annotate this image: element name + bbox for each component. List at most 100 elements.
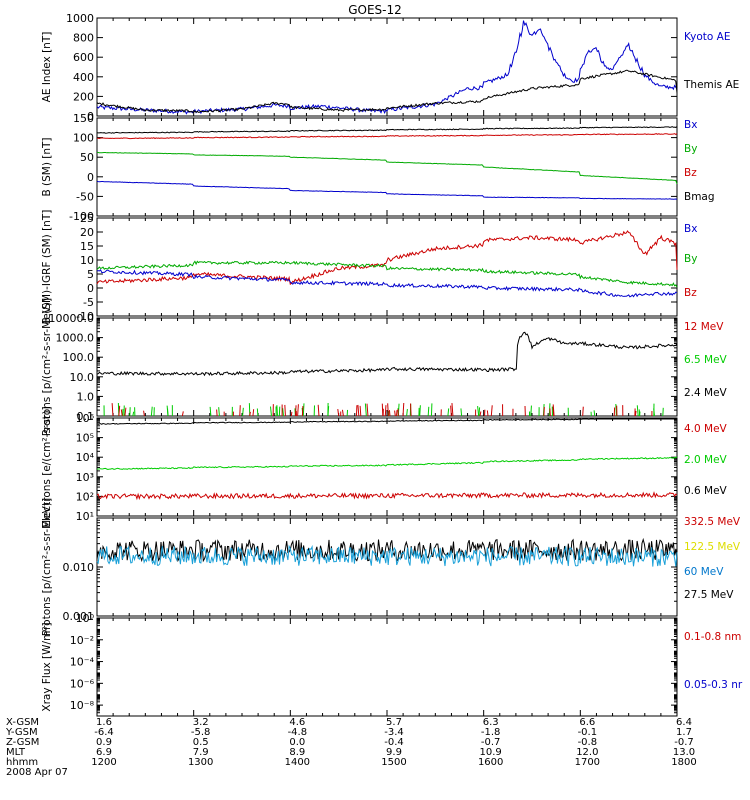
data-line bbox=[96, 491, 678, 501]
legend-entry: By bbox=[684, 253, 697, 265]
y-tick-label: 1000.0 bbox=[56, 332, 95, 345]
series-2.4-mev bbox=[96, 331, 678, 377]
data-mark bbox=[636, 405, 639, 417]
footer-row-label: Y-GSM bbox=[5, 727, 38, 738]
footer-row-label: MLT bbox=[6, 747, 26, 758]
data-mark bbox=[181, 411, 184, 417]
y-axis-label: B (SM)-IGRF (SM) [nT] bbox=[41, 210, 53, 325]
y-tick-label: 800 bbox=[73, 32, 94, 45]
panel-1: 0 200 400 600 800 1000 AE Index [nT] Kyoto AE Th… bbox=[41, 12, 739, 123]
series-bz bbox=[96, 230, 678, 286]
data-mark bbox=[552, 406, 555, 417]
y-tick-label: -100 bbox=[69, 210, 94, 223]
panel-frame bbox=[96, 217, 678, 317]
data-mark bbox=[615, 403, 617, 417]
data-mark bbox=[451, 403, 454, 417]
series-12-mev bbox=[111, 402, 653, 417]
legend-entry: 332.5 MeV bbox=[684, 516, 741, 528]
footer-value: 1300 bbox=[188, 757, 213, 768]
panel-frame bbox=[96, 617, 678, 717]
data-mark bbox=[450, 405, 452, 417]
data-mark bbox=[341, 409, 344, 417]
data-mark bbox=[143, 410, 145, 417]
y-tick-label: 10¹ bbox=[76, 510, 94, 523]
footer-value: 1.7 bbox=[676, 727, 692, 738]
data-line bbox=[96, 418, 677, 425]
y-tick-label: 10⁵ bbox=[76, 432, 94, 445]
data-mark bbox=[249, 411, 251, 417]
panel-frame bbox=[96, 317, 678, 417]
legend-entry: Bx bbox=[684, 119, 697, 131]
y-tick-label: 10⁶ bbox=[76, 412, 95, 425]
data-mark bbox=[582, 406, 584, 417]
data-mark bbox=[209, 406, 212, 417]
data-mark bbox=[357, 404, 360, 417]
footer-value: 5.7 bbox=[386, 717, 402, 728]
footer-value: 1200 bbox=[91, 757, 116, 768]
legend-entry: 0.05-0.3 nr bbox=[684, 679, 743, 691]
legend-entry: 60 MeV bbox=[684, 566, 724, 578]
y-tick-label: 150 bbox=[73, 112, 94, 125]
series-bz bbox=[97, 133, 678, 140]
footer-value: 9.9 bbox=[386, 747, 402, 758]
data-mark bbox=[634, 410, 637, 417]
data-mark bbox=[242, 407, 244, 417]
legend-entry: Kyoto AE bbox=[684, 31, 730, 43]
footer-value: 1400 bbox=[285, 757, 310, 768]
y-tick-label: 1000 bbox=[66, 12, 94, 25]
y-tick-label: 10000.0 bbox=[49, 312, 95, 325]
data-mark bbox=[132, 411, 135, 417]
figure-title: GOES-12 bbox=[348, 3, 402, 17]
data-mark bbox=[118, 405, 121, 417]
series-by bbox=[96, 260, 678, 288]
footer-value: 7.9 bbox=[193, 747, 209, 758]
data-mark bbox=[394, 410, 396, 417]
footer-value: 6.6 bbox=[579, 717, 595, 728]
date-label: 2008 Apr 07 bbox=[6, 767, 68, 778]
data-mark bbox=[410, 403, 412, 417]
data-mark bbox=[218, 407, 220, 417]
y-tick-label: 10 bbox=[80, 254, 94, 267]
footer-value: -3.4 bbox=[384, 727, 404, 738]
y-tick-label: 15 bbox=[80, 240, 94, 253]
footer-value: 4.6 bbox=[289, 717, 305, 728]
y-tick-label: 20 bbox=[80, 226, 94, 239]
y-axis-label: Protons [p/(cm²-s-sr-MeV)] bbox=[41, 298, 53, 436]
data-mark bbox=[653, 408, 656, 417]
data-mark bbox=[479, 411, 482, 417]
series-kyoto-ae bbox=[96, 20, 678, 115]
data-line bbox=[96, 126, 678, 134]
y-tick-label: -50 bbox=[76, 190, 94, 203]
data-mark bbox=[638, 411, 641, 417]
data-mark bbox=[387, 403, 389, 417]
y-tick-label: 0 bbox=[87, 282, 94, 295]
data-mark bbox=[478, 407, 481, 417]
legend-entry: By bbox=[684, 143, 697, 155]
y-tick-label: 50 bbox=[80, 151, 94, 164]
legend-entry: 0.1-0.8 nm bbox=[684, 631, 741, 643]
data-line bbox=[96, 331, 678, 377]
legend-entry: 0.6 MeV bbox=[684, 485, 728, 497]
series-60-mev bbox=[96, 544, 678, 567]
y-tick-label: 5 bbox=[87, 268, 94, 281]
footer-value: 0.9 bbox=[96, 737, 112, 748]
data-mark bbox=[364, 403, 367, 417]
y-tick-label: 0.010 bbox=[63, 561, 95, 574]
footer-value: 1700 bbox=[575, 757, 600, 768]
footer-value: -6.4 bbox=[94, 727, 114, 738]
y-tick-label: 10⁰ bbox=[76, 612, 95, 625]
footer-row-label: Z-GSM bbox=[6, 737, 39, 748]
data-mark bbox=[297, 404, 299, 417]
data-mark bbox=[124, 407, 127, 417]
y-tick-label: 0.1 bbox=[77, 410, 95, 423]
footer-value: -0.1 bbox=[578, 727, 598, 738]
data-mark bbox=[284, 404, 286, 417]
footer-value: 6.4 bbox=[676, 717, 692, 728]
legend-entry: 6.5 MeV bbox=[684, 354, 728, 366]
data-mark bbox=[427, 406, 430, 417]
data-line bbox=[96, 269, 678, 298]
y-tick-label: 100.0 bbox=[63, 351, 95, 364]
panel-frame bbox=[96, 417, 678, 517]
y-tick-label: 10³ bbox=[76, 471, 94, 484]
